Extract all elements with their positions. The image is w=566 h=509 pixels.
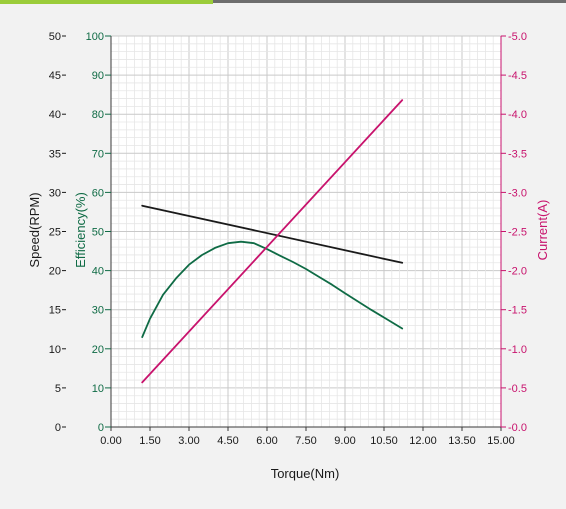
x-tick-label: 15.00 — [487, 435, 515, 447]
x-tick-label: 9.00 — [334, 435, 355, 447]
header-rule — [0, 0, 566, 3]
current-tick-labels: -0.0 -0.5 -1.0 -1.5 -2.0 -2.5 -3.0 -3.5 -4.0 -4.5… — [501, 31, 527, 434]
efficiency-tick-label: 10 — [92, 383, 104, 395]
efficiency-tick-label: 40 — [92, 266, 104, 278]
speed-tick-label: 20 — [49, 266, 61, 278]
efficiency-tick-label: 30 — [92, 305, 104, 317]
x-tick-label: 4.50 — [217, 435, 238, 447]
x-tick-label: 13.50 — [448, 435, 476, 447]
efficiency-tick-label: 70 — [92, 148, 104, 160]
current-tick-label: -3.5 — [508, 148, 527, 160]
current-tick-label: -2.5 — [508, 227, 527, 239]
x-tick-label: 12.00 — [409, 435, 437, 447]
speed-tick-label: 5 — [55, 383, 61, 395]
x-tick-labels: 0.00 1.50 3.00 4.50 6.00 7.50 9.00 10.50 12.00 13… — [100, 427, 515, 447]
speed-tick-labels: 0 5 10 15 20 25 30 35 40 45 50 — [49, 31, 66, 434]
efficiency-tick-labels: 0 10 20 30 40 50 60 70 80 90 100 — [86, 31, 111, 434]
speed-tick-label: 30 — [49, 187, 61, 199]
speed-tick-label: 50 — [49, 31, 61, 43]
speed-series-line — [141, 204, 404, 264]
x-tick-label: 6.00 — [256, 435, 277, 447]
current-tick-label: -5.0 — [508, 31, 527, 43]
efficiency-tick-label: 20 — [92, 344, 104, 356]
current-tick-label: -1.5 — [508, 305, 527, 317]
x-tick-label: 7.50 — [295, 435, 316, 447]
speed-tick-label: 0 — [55, 422, 61, 434]
efficiency-tick-label: 100 — [86, 31, 104, 43]
speed-axis-title: Speed(RPM) — [27, 192, 42, 267]
speed-tick-label: 25 — [49, 227, 61, 239]
current-tick-label: -1.0 — [508, 344, 527, 356]
speed-tick-label: 40 — [49, 109, 61, 121]
speed-tick-label: 10 — [49, 344, 61, 356]
efficiency-tick-label: 80 — [92, 109, 104, 121]
grid — [110, 35, 502, 428]
current-tick-label: -2.0 — [508, 266, 527, 278]
efficiency-tick-label: 60 — [92, 187, 104, 199]
current-tick-label: -0.5 — [508, 383, 527, 395]
current-tick-label: -3.0 — [508, 187, 527, 199]
x-tick-label: 1.50 — [139, 435, 160, 447]
efficiency-tick-label: 50 — [92, 227, 104, 239]
speed-tick-label: 45 — [49, 70, 61, 82]
efficiency-tick-label: 90 — [92, 70, 104, 82]
x-tick-label: 3.00 — [178, 435, 199, 447]
efficiency-axis-title: Efficiency(%) — [73, 192, 88, 268]
efficiency-tick-label: 0 — [98, 422, 104, 434]
header-accent-bar — [0, 0, 213, 4]
x-tick-label: 0.00 — [100, 435, 121, 447]
efficiency-series-line — [141, 240, 404, 339]
current-series-line — [141, 99, 404, 384]
x-axis-title: Torque(Nm) — [271, 466, 340, 481]
series-lines — [141, 99, 404, 384]
speed-tick-label: 35 — [49, 148, 61, 160]
current-tick-label: -0.0 — [508, 422, 527, 434]
current-tick-label: -4.5 — [508, 70, 527, 82]
x-tick-label: 10.50 — [370, 435, 398, 447]
current-axis-title: Current(A) — [535, 200, 550, 261]
current-tick-label: -4.0 — [508, 109, 527, 121]
speed-tick-label: 15 — [49, 305, 61, 317]
